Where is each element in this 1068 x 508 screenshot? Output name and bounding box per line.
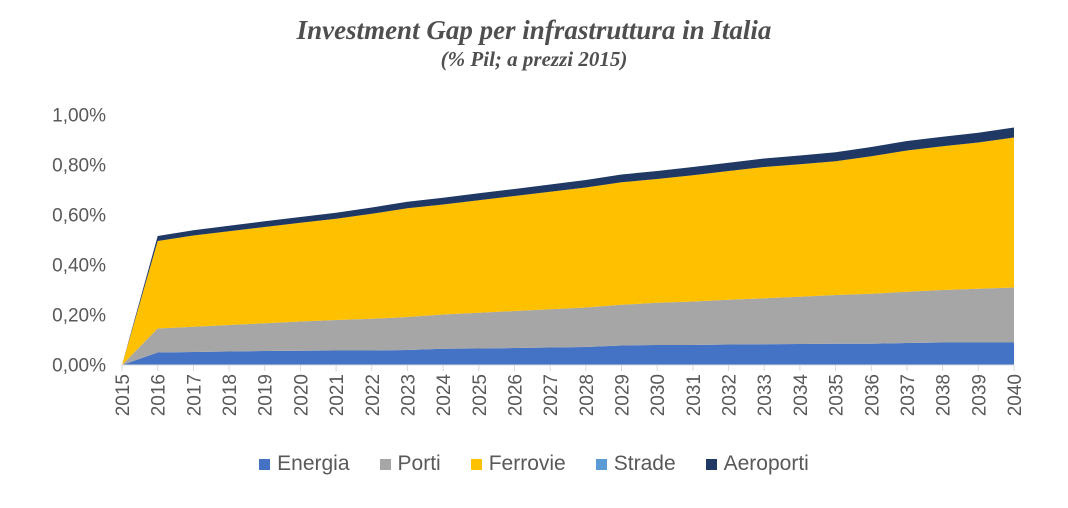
chart-legend: Energia Porti Ferrovie Strade Aeroporti <box>0 452 1068 476</box>
chart-subtitle: (% Pil; a prezzi 2015) <box>440 47 628 72</box>
x-axis-label: 2015 <box>113 374 134 416</box>
area-ferrovie <box>122 137 1014 365</box>
legend-label: Strade <box>613 452 676 475</box>
legend-label: Ferrovie <box>488 452 566 475</box>
y-axis-label: 0,60% <box>52 206 106 227</box>
x-axis-label: 2016 <box>149 374 170 416</box>
area-energia <box>122 342 1014 365</box>
x-axis-label: 2025 <box>470 374 491 416</box>
y-axis-label: 0,40% <box>52 256 106 277</box>
chart-title: Investment Gap per infrastruttura in Ita… <box>296 15 772 45</box>
area-porti <box>122 287 1014 365</box>
x-axis-label: 2033 <box>755 374 776 416</box>
legend-marker-aeroporti <box>705 458 717 470</box>
x-axis-label: 2027 <box>541 374 562 416</box>
x-axis-label: 2031 <box>684 374 705 416</box>
x-axis-label: 2036 <box>862 374 883 416</box>
x-axis-label: 2035 <box>827 374 848 416</box>
x-axis-label: 2021 <box>327 374 348 416</box>
x-axis-label: 2037 <box>898 374 919 416</box>
legend-label: Aeroporti <box>723 452 809 475</box>
x-axis-label: 2023 <box>398 374 419 416</box>
legend-label: Porti <box>397 452 441 475</box>
x-axis-label: 2039 <box>969 374 990 416</box>
legend-item-ferrovie: Ferrovie <box>470 452 566 476</box>
legend-item-strade: Strade <box>595 452 676 476</box>
x-axis-label: 2040 <box>1005 374 1026 416</box>
y-axis-label: 0,20% <box>52 306 106 327</box>
chart-title-block: Investment Gap per infrastruttura in Ita… <box>0 14 1068 73</box>
x-axis-label: 2030 <box>648 374 669 416</box>
legend-marker-energia <box>259 458 271 470</box>
legend-marker-strade <box>595 458 607 470</box>
y-axis-label: 0,00% <box>52 356 106 377</box>
legend-item-porti: Porti <box>379 452 441 476</box>
x-axis-label: 2017 <box>184 374 205 416</box>
y-axis-label: 1,00% <box>52 106 106 127</box>
x-axis-label: 2019 <box>256 374 277 416</box>
legend-label: Energia <box>277 452 350 475</box>
legend-item-energia: Energia <box>259 452 350 476</box>
legend-marker-porti <box>379 458 391 470</box>
legend-marker-ferrovie <box>470 458 482 470</box>
x-axis-label: 2028 <box>577 374 598 416</box>
stacked-area-plot: 0,00% 0,20% 0,40% 0,60% 0,80% 1,00% 2015 2016 20… <box>52 106 1026 417</box>
x-axis-label: 2029 <box>613 374 634 416</box>
x-axis-label: 2032 <box>720 374 741 416</box>
x-axis-label: 2026 <box>505 374 526 416</box>
y-axis-label: 0,80% <box>52 156 106 177</box>
x-axis-label: 2034 <box>791 374 812 417</box>
x-axis-label: 2018 <box>220 374 241 416</box>
x-axis-label: 2020 <box>291 374 312 416</box>
legend-item-aeroporti: Aeroporti <box>705 452 809 476</box>
x-axis-label: 2024 <box>434 374 455 417</box>
x-axis-label: 2038 <box>934 374 955 416</box>
x-axis-label: 2022 <box>363 374 384 416</box>
